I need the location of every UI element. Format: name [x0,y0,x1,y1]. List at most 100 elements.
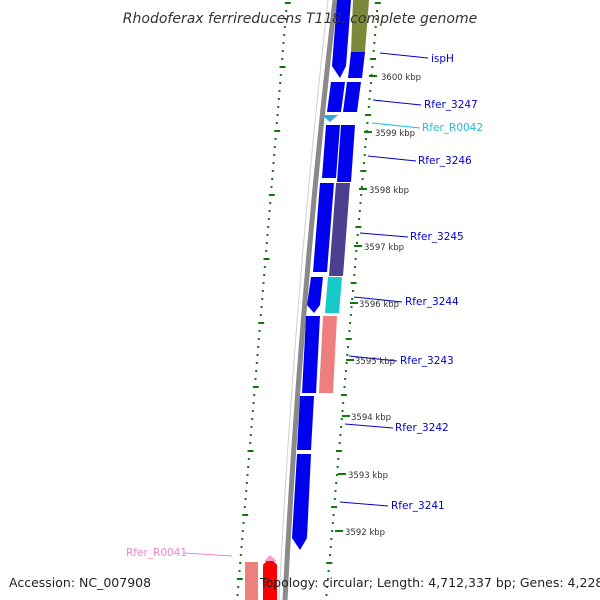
gc-dot [237,586,240,588]
gc-dot [274,130,281,132]
gc-skew-dot [349,314,352,316]
gc-dot [252,402,255,404]
gc-dot [265,250,268,252]
gene-rfer-3245-arrow[interactable] [313,183,334,272]
gc-skew-dot [356,234,359,236]
gc-dot [277,106,280,108]
gene-rfer-3244-arrow[interactable] [307,277,323,313]
gene-label-ispH[interactable]: ispH [431,53,454,65]
gc-dot [258,330,261,332]
gc-skew-dot [349,322,352,324]
gene-rfer-3247-arrow[interactable] [327,82,345,112]
gc-dot [285,10,288,12]
gc-skew-dot [359,202,362,204]
gc-dot [242,514,249,516]
cog-segment-rfer-3247 [343,82,361,112]
gc-dot [283,34,286,36]
gc-skew-dot [340,394,347,396]
gc-skew-dot [333,498,336,500]
gc-dot [276,114,279,116]
gc-dot [243,506,246,508]
gc-dot [267,226,270,228]
gc-dot [277,98,280,100]
gc-dot [283,26,286,28]
gc-skew-dot [329,554,331,556]
gc-skew-dot [370,58,376,60]
scale-label-3598: 3598 kbp [369,186,409,196]
gc-dot [273,146,276,148]
gc-dot [241,530,244,532]
gc-skew-dot [335,474,338,476]
gc-skew-dot [353,274,356,276]
gc-skew-dot [334,490,337,492]
gc-dot [267,218,270,220]
gc-skew-dot [339,434,342,436]
gc-skew-dot [344,378,347,380]
gene-rfer-3243-arrow[interactable] [302,316,320,393]
gene-label-rfer-3247[interactable]: Rfer_3247 [424,99,478,111]
gc-skew-dot [342,402,345,404]
gc-skew-dot [331,530,334,532]
cog-segment-cyan [325,277,342,313]
gc-dot [271,170,274,172]
gc-skew-dot [338,442,341,444]
gc-dot [239,562,242,564]
gene-rfer-3241-arrow[interactable] [292,454,311,550]
gc-skew-dot [374,26,377,28]
gene-labels: ispH Rfer_3247 Rfer_R0042 Rfer_3246 Rfer… [126,53,483,559]
scale-label-3600: 3600 kbp [381,73,421,83]
gene-rfer-3242-arrow[interactable] [297,396,314,450]
gc-skew-dot [375,18,378,20]
gc-skew-dot [325,594,328,596]
gc-skew-dot [364,146,367,148]
gc-skew-dot [366,122,369,124]
gc-skew-dot [355,250,358,252]
gc-skew-dot [360,194,363,196]
gene-label-rfer-3244[interactable]: Rfer_3244 [405,296,459,308]
gene-ispH-arrow[interactable] [332,0,351,78]
gc-dot [281,50,284,52]
gc-dot [269,202,272,204]
gc-dot [284,18,287,20]
gc-dot [251,418,254,420]
gc-skew-dot [346,354,349,356]
rfer-r0041-block[interactable] [245,562,258,600]
gc-skew-dot [330,538,333,540]
gene-label-rfer-3246[interactable]: Rfer_3246 [418,155,472,167]
gc-skew-dot [331,506,338,508]
gc-skew-dot [353,266,356,268]
map-title: Rhodoferax ferrireducens T118, complete … [123,11,477,27]
gc-dot [268,194,275,196]
cog-segment-ispH-blue [348,52,365,78]
gc-dot [238,570,241,572]
trna-rfer-r0042-marker[interactable] [322,115,338,122]
rfer-r0041-leader [183,552,233,557]
gc-skew-dot [348,330,351,332]
gc-skew-dot [350,282,357,284]
gc-dot [263,274,266,276]
gc-dot [256,354,259,356]
gc-dot [236,578,243,580]
rfer-r0041-red-arrow[interactable] [263,557,277,600]
gc-dot [236,594,239,596]
gene-label-rfer-r0041[interactable]: Rfer_R0041 [126,547,187,559]
cog-segment-salmon [319,316,337,393]
gc-dot [279,82,282,84]
gene-rfer-3246-arrow[interactable] [322,125,340,178]
gc-skew-dot [368,98,371,100]
gc-skew-dot [326,586,329,588]
gc-skew-dot [371,66,374,68]
gc-skew-dot [345,338,352,340]
gc-dot [255,362,258,364]
gc-dot [253,394,256,396]
gc-skew-track [325,2,381,596]
gc-dot [261,298,264,300]
gc-skew-dot [369,82,372,84]
gc-skew-dot [372,50,375,52]
gene-label-rfer-3242[interactable]: Rfer_3242 [395,422,449,434]
gene-label-rfer-r0042[interactable]: Rfer_R0042 [422,122,483,134]
gene-label-rfer-3241[interactable]: Rfer_3241 [391,500,445,512]
gene-label-rfer-3245[interactable]: Rfer_3245 [410,231,464,243]
gene-label-rfer-3243[interactable]: Rfer_3243 [400,355,454,367]
